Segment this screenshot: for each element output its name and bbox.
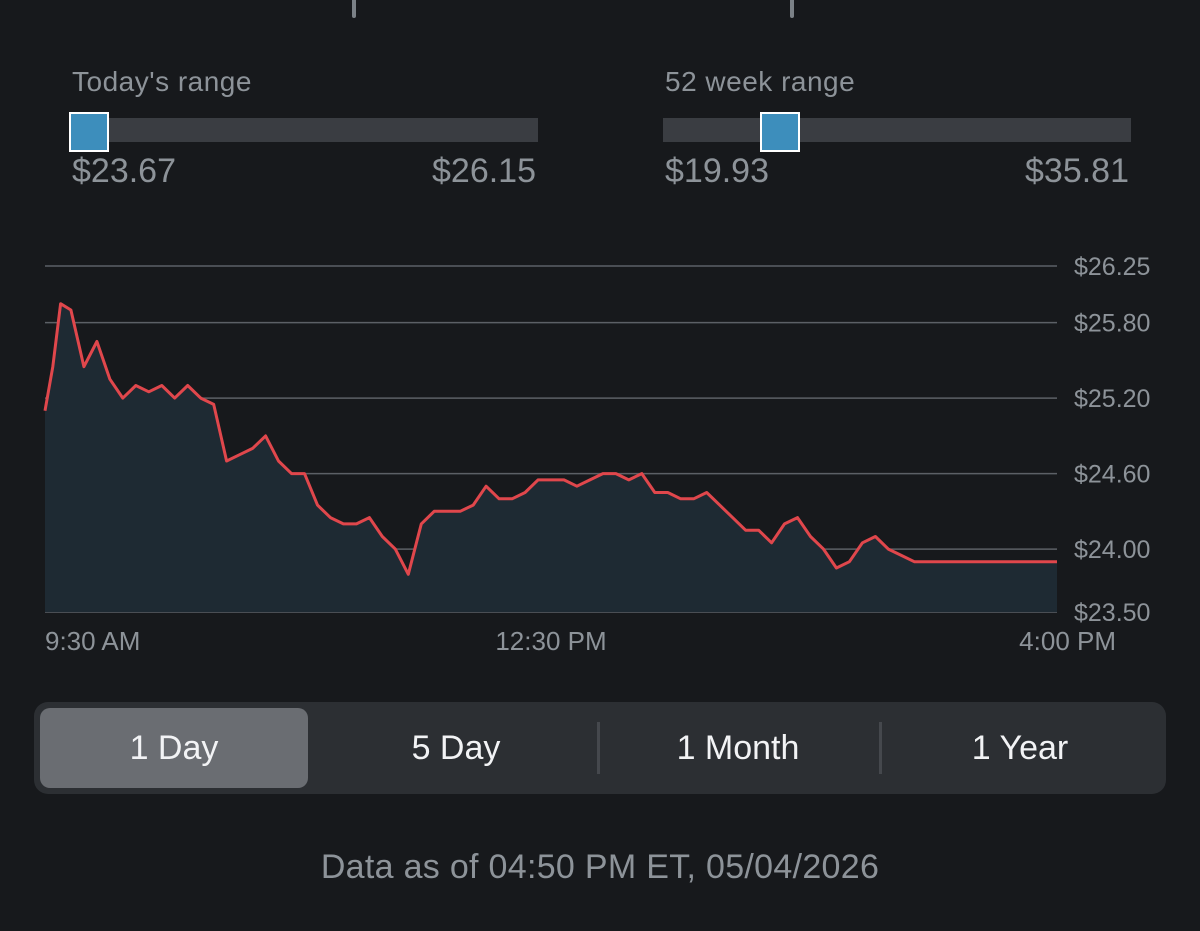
period-1-month-button[interactable]: 1 Month [676, 728, 800, 767]
x-tick-label: 9:30 AM [45, 626, 140, 656]
x-tick-label: 12:30 PM [495, 626, 606, 656]
todays-range-track [68, 112, 538, 152]
week52-range-track [663, 112, 1131, 152]
top-divider-right [790, 0, 794, 18]
y-tick-label: $26.25 [1074, 253, 1150, 281]
week52-range-low: $19.93 [665, 152, 769, 190]
todays-range-low: $23.67 [72, 152, 176, 190]
y-tick-label: $25.80 [1074, 310, 1150, 338]
x-axis-labels: 9:30 AM 12:30 PM 4:00 PM [45, 626, 1116, 656]
price-area-fill [45, 303, 1057, 612]
period-divider [597, 722, 600, 774]
data-timestamp: Data as of 04:50 PM ET, 05/04/2026 [320, 848, 880, 886]
todays-range-marker [68, 112, 109, 152]
week52-range-high: $35.81 [1025, 152, 1129, 190]
x-tick-label: 4:00 PM [1019, 626, 1116, 656]
y-axis-labels: $26.25 $25.80 $25.20 $24.60 $24.00 $23.50 [1074, 253, 1150, 627]
todays-range-label: Today's range [72, 66, 252, 97]
period-divider [879, 722, 882, 774]
price-line [43, 302, 1057, 576]
period-1-day-button[interactable]: 1 Day [40, 708, 308, 788]
week52-range-label: 52 week range [665, 66, 856, 97]
week52-range-marker [760, 112, 800, 152]
y-tick-label: $25.20 [1074, 385, 1150, 413]
period-selector: 1 Day 5 Day 1 Month 1 Year [34, 702, 1166, 794]
period-1-year-button[interactable]: 1 Year [971, 728, 1069, 767]
y-tick-label: $23.50 [1074, 599, 1150, 627]
period-5-day-button[interactable]: 5 Day [411, 728, 501, 767]
y-tick-label: $24.60 [1074, 461, 1150, 489]
todays-range: Today's range $23.67 $26.15 [68, 60, 538, 200]
price-chart: $26.25 $25.80 $25.20 $24.60 $24.00 $23.50 9:3… [43, 253, 1150, 656]
y-tick-label: $24.00 [1074, 536, 1150, 564]
todays-range-high: $26.15 [432, 152, 536, 190]
top-divider-left [352, 0, 356, 18]
week52-range: 52 week range $19.93 $35.81 [663, 60, 1131, 200]
